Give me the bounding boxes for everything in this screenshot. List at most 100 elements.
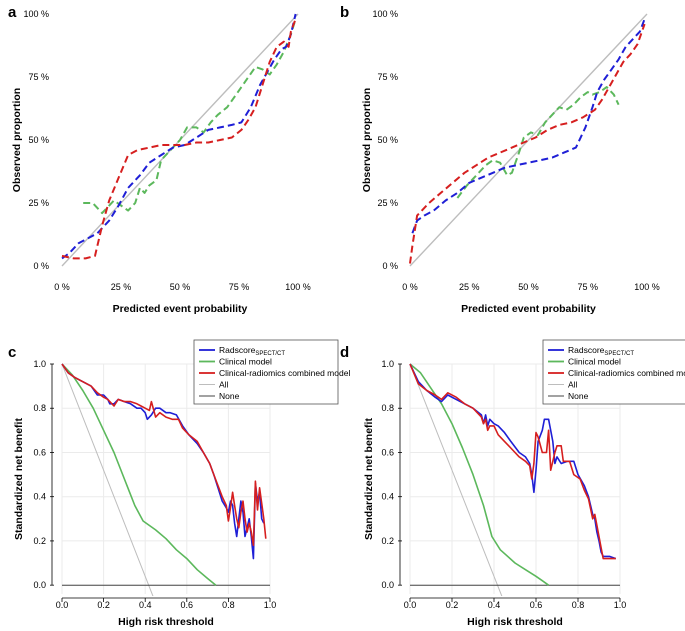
y-axis-title: Observed proportion <box>11 88 23 192</box>
y-tick-label: 75 % <box>28 72 49 82</box>
x-tick-label: 100 % <box>285 282 311 292</box>
x-axis-title: High risk threshold <box>118 616 214 628</box>
panel-a: a 0 % 25 % 50 % 75 % 100 % 0 % 25 % 50 % 75 % 100 … <box>8 4 311 315</box>
legend-label: RadscoreSPECT/CT <box>568 345 634 357</box>
series-blue <box>61 13 297 260</box>
legend-label: Clinical-radiomics combined model <box>219 368 350 378</box>
series-reference <box>409 13 648 267</box>
y-tick-label: 0.0 <box>33 580 46 590</box>
x-tick-label: 75 % <box>577 282 598 292</box>
y-tick-label: 0.6 <box>381 447 394 457</box>
x-tick-label: 0.6 <box>181 600 194 610</box>
y-tick-label: 0.6 <box>33 447 46 457</box>
x-tick-label: 0.0 <box>56 600 69 610</box>
panel-b: b 0 % 25 % 50 % 75 % 100 % 0 % 25 % 50 % 75 % 100 … <box>340 4 660 315</box>
x-tick-label: 0.4 <box>488 600 501 610</box>
panel-c: c 0.0 0.2 0.4 0.6 0.8 1.0 0.0 0.2 0.4 0.6 0.8 1.0 Hig… <box>8 339 350 628</box>
y-tick-label: 0.8 <box>33 403 46 413</box>
panel-letter: a <box>8 4 17 21</box>
x-tick-label: 1.0 <box>614 600 627 610</box>
y-tick-label: 0.2 <box>381 536 394 546</box>
x-tick-label: 0.2 <box>446 600 459 610</box>
x-tick-label: 100 % <box>634 282 660 292</box>
x-tick-label: 0 % <box>54 282 70 292</box>
panel-d: d 0.0 0.2 0.4 0.6 0.8 1.0 0.0 0.2 0.4 0.6 0.8 1.0 Hig… <box>340 339 685 628</box>
legend-label: None <box>568 391 589 401</box>
legend-label-subscript: SPECT/CT <box>255 351 285 357</box>
series-group <box>409 363 620 596</box>
x-tick-label: 0.2 <box>97 600 110 610</box>
legend-label-text: None <box>568 391 589 401</box>
x-tick-label: 1.0 <box>264 600 277 610</box>
x-axis-title: Predicted event probability <box>113 303 248 315</box>
legend-label: None <box>219 391 240 401</box>
legend-label-text: Clinical model <box>568 357 621 367</box>
y-tick-label: 0 % <box>33 261 49 271</box>
legend-label-text: Clinical model <box>219 357 272 367</box>
legend-label: All <box>568 380 578 390</box>
y-axis-title: Observed proportion <box>361 88 373 192</box>
legend-label-text: None <box>219 391 240 401</box>
series-green <box>456 86 620 199</box>
panel-letter: b <box>340 4 349 21</box>
legend-label: Clinical model <box>219 357 272 367</box>
series-clinical-model <box>409 363 550 586</box>
legend-label: Clinical model <box>568 357 621 367</box>
series-group <box>61 363 270 596</box>
x-tick-label: 0 % <box>402 282 418 292</box>
panel-letter: c <box>8 344 16 361</box>
series-clinical-model <box>61 363 217 586</box>
y-tick-label: 50 % <box>377 135 398 145</box>
y-tick-label: 0.4 <box>381 492 394 502</box>
x-tick-label: 50 % <box>170 282 191 292</box>
series-blue <box>411 18 646 234</box>
legend-label: Clinical-radiomics combined model <box>568 368 685 378</box>
y-tick-label: 0.0 <box>381 580 394 590</box>
legend-label: RadscoreSPECT/CT <box>219 345 285 357</box>
legend-label-text: All <box>568 380 578 390</box>
x-tick-label: 0.4 <box>139 600 152 610</box>
series-group <box>409 13 648 267</box>
y-axis-title: Standardized net benefit <box>13 418 25 540</box>
y-tick-label: 25 % <box>28 198 49 208</box>
legend-label-subscript: SPECT/CT <box>604 351 634 357</box>
y-tick-label: 0.2 <box>33 536 46 546</box>
legend-label-text: Radscore <box>219 345 256 355</box>
legend-box <box>193 339 339 405</box>
y-tick-label: 0.4 <box>33 492 46 502</box>
x-tick-label: 25 % <box>459 282 480 292</box>
x-tick-label: 75 % <box>229 282 250 292</box>
y-tick-label: 50 % <box>28 135 49 145</box>
legend-label-text: Radscore <box>568 345 605 355</box>
series-red <box>61 18 297 260</box>
series-clinical-radiomics-combined-model <box>409 363 616 560</box>
y-tick-label: 1.0 <box>33 359 46 369</box>
x-tick-label: 0.8 <box>222 600 235 610</box>
x-tick-label: 0.8 <box>572 600 585 610</box>
x-tick-label: 0.6 <box>530 600 543 610</box>
legend-label-text: Clinical-radiomics combined model <box>219 368 350 378</box>
y-tick-label: 100 % <box>372 9 398 19</box>
y-tick-label: 25 % <box>377 198 398 208</box>
legend-label-text: Clinical-radiomics combined model <box>568 368 685 378</box>
series-red <box>409 23 646 264</box>
y-tick-label: 0.8 <box>381 403 394 413</box>
y-tick-label: 0 % <box>382 261 398 271</box>
x-axis-title: High risk threshold <box>467 616 563 628</box>
x-axis-title: Predicted event probability <box>461 303 596 315</box>
y-tick-label: 75 % <box>377 72 398 82</box>
y-axis-title: Standardized net benefit <box>363 418 375 540</box>
legend-box <box>542 339 685 405</box>
y-tick-label: 100 % <box>23 9 49 19</box>
legend-label: All <box>219 380 229 390</box>
x-tick-label: 0.0 <box>404 600 417 610</box>
series-clinical-radiomics-combined-model <box>61 363 267 547</box>
series-green <box>83 18 297 215</box>
panel-letter: d <box>340 344 349 361</box>
series-group <box>61 13 299 267</box>
y-tick-label: 1.0 <box>381 359 394 369</box>
legend-label-text: All <box>219 380 229 390</box>
